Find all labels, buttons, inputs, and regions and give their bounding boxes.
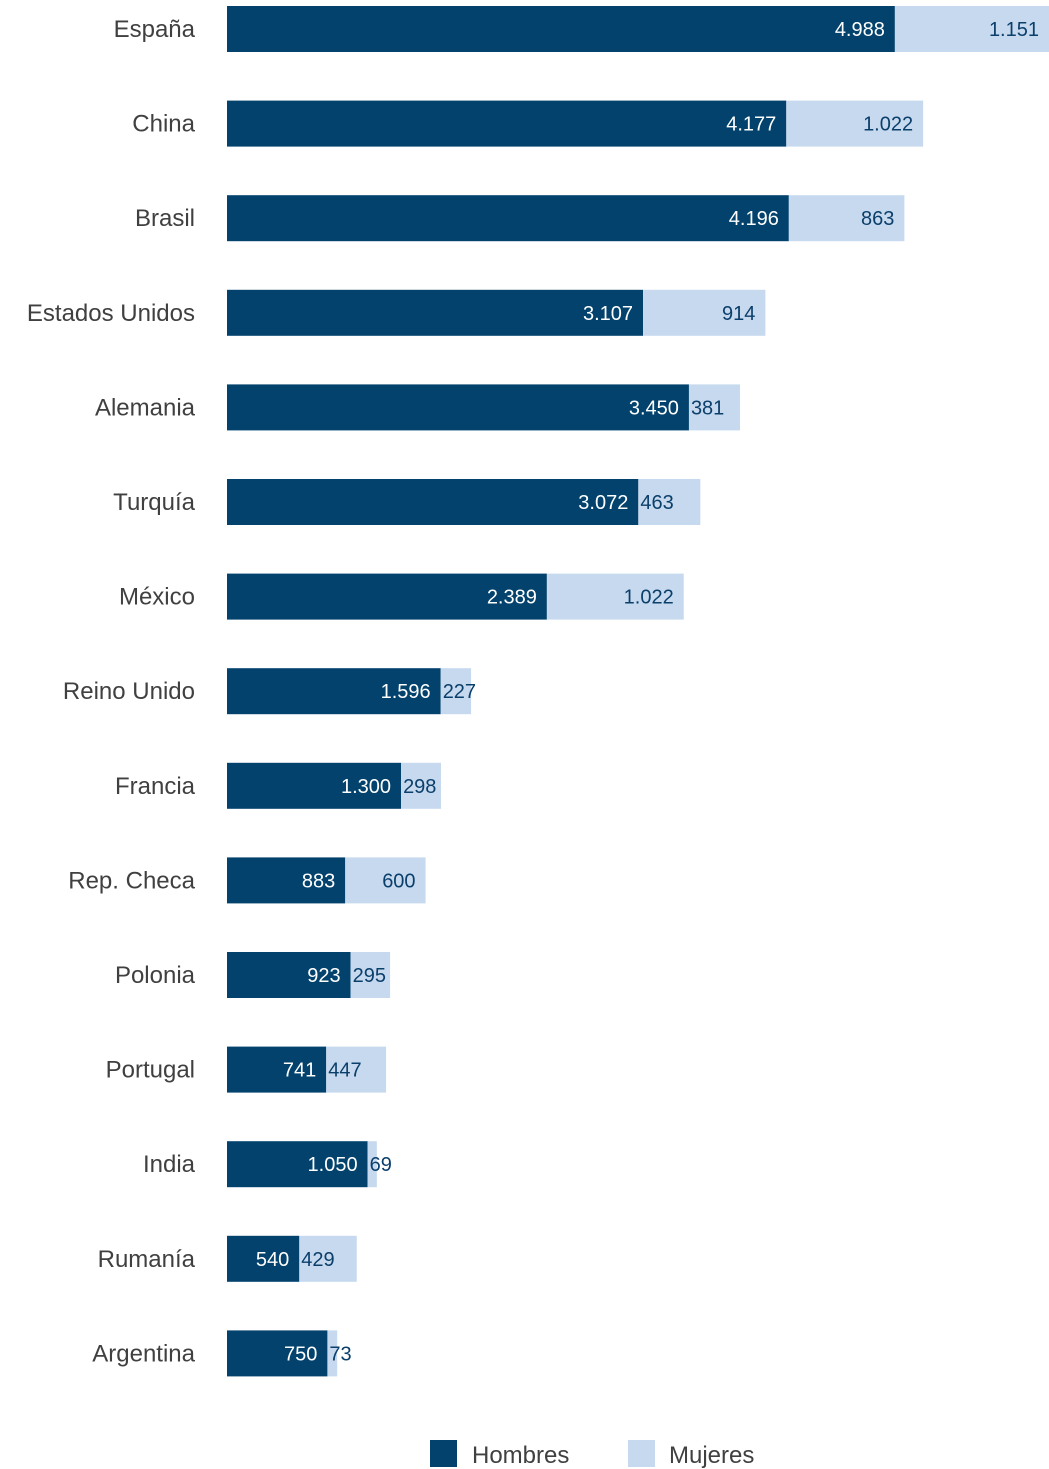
data-label-hombres: 883 [302, 870, 335, 892]
data-label-mujeres: 1.151 [989, 19, 1039, 41]
category-label: Portugal [106, 1057, 195, 1084]
bar-mujeres-portugal [326, 1046, 387, 1093]
legend-label-mujeres: Mujeres [669, 1442, 754, 1469]
bar-mujeres-brasil [788, 195, 905, 242]
data-label-mujeres: 298 [403, 776, 436, 798]
legend-swatch-mujeres [628, 1440, 655, 1467]
bar-hombres-francia [227, 762, 402, 809]
bar-hombres-china [227, 100, 787, 147]
category-label: México [119, 584, 195, 611]
category-label: Estados Unidos [27, 300, 195, 327]
bar-hombres-polonia [227, 952, 351, 998]
legend-label-hombres: Hombres [472, 1442, 569, 1469]
data-label-mujeres: 429 [301, 1249, 334, 1271]
bar-mujeres-m-xico [546, 573, 684, 620]
bar-mujeres-francia [401, 762, 441, 809]
data-label-hombres: 3.107 [583, 303, 633, 325]
category-label: Rep. Checa [68, 867, 195, 894]
bar-hombres-portugal [227, 1046, 327, 1093]
data-label-mujeres: 447 [328, 1060, 361, 1082]
data-label-hombres: 741 [283, 1060, 316, 1082]
bar-hombres-estados-unidos [227, 289, 644, 336]
category-label: Turquía [113, 489, 195, 516]
data-label-hombres: 1.300 [341, 776, 391, 798]
bar-mujeres-reino-unido [440, 668, 472, 715]
bar-hombres-m-xico [227, 573, 547, 620]
data-label-mujeres: 73 [329, 1343, 351, 1365]
bar-mujeres-argentina [327, 1330, 338, 1377]
bar-mujeres-ruman-a [299, 1235, 357, 1282]
bar-mujeres-china [786, 100, 924, 147]
category-label: Polonia [115, 962, 196, 989]
category-label: Brasil [135, 205, 195, 232]
category-label: Francia [115, 773, 196, 800]
data-label-hombres: 750 [284, 1343, 317, 1365]
data-label-mujeres: 381 [691, 397, 724, 419]
data-label-hombres: 4.177 [726, 114, 776, 136]
category-label: Alemania [95, 394, 196, 421]
bar-mujeres-espa-a [894, 6, 1049, 52]
bar-hombres-argentina [227, 1330, 328, 1377]
bar-mujeres-india [367, 1141, 377, 1188]
data-label-hombres: 3.072 [578, 492, 628, 514]
data-label-mujeres: 600 [382, 870, 415, 892]
data-label-mujeres: 1.022 [863, 114, 913, 136]
bar-hombres-india [227, 1141, 368, 1188]
data-label-mujeres: 227 [443, 681, 476, 703]
category-label: Reino Unido [63, 678, 195, 705]
data-label-hombres: 1.050 [308, 1154, 358, 1176]
category-label: Argentina [92, 1340, 195, 1367]
data-label-hombres: 2.389 [487, 587, 537, 609]
bar-mujeres-rep-checa [345, 857, 426, 904]
data-label-mujeres: 69 [370, 1154, 392, 1176]
bar-hombres-reino-unido [227, 668, 441, 715]
data-label-mujeres: 463 [640, 492, 673, 514]
data-label-hombres: 4.988 [835, 19, 885, 41]
bar-hombres-alemania [227, 384, 689, 431]
legend: Hombres Mujeres [430, 1440, 754, 1469]
data-label-hombres: 540 [256, 1249, 289, 1271]
bar-mujeres-estados-unidos [643, 289, 766, 336]
data-label-hombres: 1.596 [381, 681, 431, 703]
category-label: España [114, 16, 196, 43]
bars-layer: España 4.988 1.151 China 4.177 1.022 Brasil 4.1… [27, 6, 1049, 1377]
bar-hombres-ruman-a [227, 1235, 300, 1282]
data-label-hombres: 923 [307, 965, 340, 987]
category-label: India [143, 1151, 196, 1178]
bar-hombres-turqu-a [227, 479, 639, 525]
data-label-mujeres: 295 [353, 965, 386, 987]
data-label-hombres: 4.196 [729, 208, 779, 230]
bar-hombres-rep-checa [227, 857, 346, 904]
category-label: Rumanía [98, 1246, 196, 1273]
data-label-mujeres: 914 [722, 303, 755, 325]
legend-swatch-hombres [430, 1440, 457, 1467]
bar-hombres-espa-a [227, 6, 895, 52]
category-label: China [132, 111, 195, 138]
data-label-mujeres: 863 [861, 208, 894, 230]
bar-mujeres-alemania [688, 384, 740, 431]
data-label-mujeres: 1.022 [624, 587, 674, 609]
bar-mujeres-polonia [350, 952, 391, 998]
bar-mujeres-turqu-a [638, 479, 701, 525]
data-label-hombres: 3.450 [629, 397, 679, 419]
bar-hombres-brasil [227, 195, 789, 242]
